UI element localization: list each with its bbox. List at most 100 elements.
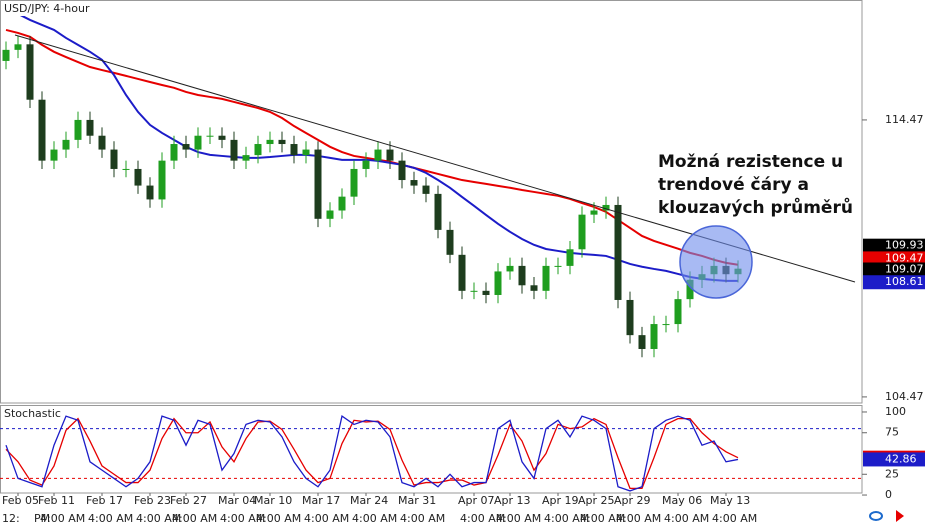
- candle-body: [470, 290, 478, 292]
- candle-body: [62, 139, 70, 150]
- price-marker-label: 109.07: [885, 262, 924, 275]
- x-tick-label: Mar 04: [218, 494, 256, 507]
- annotation-line: klouzavých průměrů: [658, 196, 853, 218]
- candle-body: [26, 44, 34, 100]
- candle-body: [590, 210, 598, 215]
- candle-body: [374, 149, 382, 161]
- y-tick-label: 104.47: [885, 390, 924, 403]
- x-tick-label: Apr 13: [494, 494, 531, 507]
- annotation-line: trendové čáry a: [658, 175, 809, 195]
- candle-body: [602, 204, 610, 211]
- candle-body: [482, 290, 490, 295]
- candle-body: [302, 149, 310, 156]
- candle-body: [674, 299, 682, 325]
- x-tick-label: Feb 17: [86, 494, 123, 507]
- candle-body: [650, 324, 658, 349]
- candle-body: [230, 139, 238, 161]
- candle-body: [218, 135, 226, 140]
- x-sublabel: 4:00 AM: [256, 512, 301, 525]
- candle-body: [506, 265, 514, 272]
- x-tick-label: Apr 29: [614, 494, 651, 507]
- x-sublabel: 4:00 AM: [136, 512, 181, 525]
- candle-body: [146, 185, 154, 200]
- x-sublabel: 4:00 AM: [616, 512, 661, 525]
- x-tick-label: Feb 27: [170, 494, 207, 507]
- x-sublabel: 4:00 AM: [352, 512, 397, 525]
- candle-body: [530, 285, 538, 291]
- x-tick-label: May 06: [662, 494, 702, 507]
- x-tick-label: Mar 31: [398, 494, 436, 507]
- candle-body: [542, 265, 550, 291]
- price-marker: [863, 238, 925, 253]
- candle-body: [566, 249, 574, 266]
- x-sublabel: 4:00 AM: [580, 512, 625, 525]
- candle-body: [266, 139, 274, 145]
- candle-body: [14, 44, 22, 50]
- candle-body: [122, 168, 130, 170]
- x-tick-label: Apr 19: [542, 494, 579, 507]
- stochastic-plot: [0, 415, 862, 492]
- candle-body: [434, 193, 442, 230]
- candle-body: [578, 214, 586, 250]
- x-tick-label: Apr 07: [458, 494, 495, 507]
- candle-body: [170, 144, 178, 161]
- candle-body: [134, 168, 142, 186]
- candle-body: [182, 144, 190, 150]
- price-panel: [0, 0, 863, 404]
- candle-body: [350, 168, 358, 197]
- x-sublabel: PM: [34, 512, 50, 525]
- price-marker-label: 109.47: [885, 251, 924, 264]
- candle-body: [458, 254, 466, 291]
- x-sublabel: 4:00 AM: [544, 512, 589, 525]
- candle-body: [494, 271, 502, 295]
- arrow-icon[interactable]: [896, 510, 904, 522]
- price-marker-label: 42.86: [885, 452, 917, 465]
- x-sublabel: 4:00 AM: [220, 512, 265, 525]
- x-sublabel: 4:00 AM: [304, 512, 349, 525]
- link-icon[interactable]: [869, 511, 883, 521]
- candle-body: [386, 149, 394, 161]
- candle-body: [518, 265, 526, 286]
- candle-body: [614, 204, 622, 300]
- price-marker: [863, 275, 925, 290]
- y-tick-label: 100: [885, 405, 906, 418]
- x-tick-label: Mar 10: [254, 494, 292, 507]
- price-plot: [2, 9, 742, 358]
- x-sublabel: 4:00 AM: [172, 512, 217, 525]
- y-tick-label: 0: [885, 488, 892, 501]
- stochastic-line: [5, 415, 739, 492]
- toolbar-icons: [869, 510, 904, 522]
- stochastic-panel: [0, 405, 863, 494]
- candle-body: [638, 335, 646, 349]
- y-tick-label: 25: [885, 467, 899, 480]
- price-marker-label: 109.93: [885, 239, 924, 252]
- x-sublabel: 12:: [2, 512, 20, 525]
- candle-body: [338, 196, 346, 211]
- stochastic-title: Stochastic: [4, 407, 61, 420]
- highlight-circle: [679, 225, 753, 299]
- x-sublabel: 4:00 AM: [460, 512, 505, 525]
- price-marker: [863, 452, 925, 467]
- annotation: Možná rezistence u trendové čáry aklouzav…: [658, 152, 853, 218]
- candle-body: [206, 135, 214, 137]
- candle-body: [326, 210, 334, 219]
- candle-body: [554, 265, 562, 267]
- candle-body: [290, 144, 298, 156]
- candle-body: [626, 299, 634, 336]
- candle-body: [398, 160, 406, 181]
- candle-body: [686, 279, 694, 300]
- candle-body: [278, 139, 286, 145]
- candle-body: [314, 149, 322, 219]
- candle-body: [50, 149, 58, 161]
- candle-body: [86, 119, 94, 136]
- title-bg: [1, 1, 93, 16]
- candle-body: [662, 324, 670, 326]
- candle-body: [446, 229, 454, 255]
- price-marker-label: 108.61: [885, 275, 924, 288]
- price-marker: [863, 251, 925, 266]
- y-tick-label: 114.47: [885, 113, 924, 126]
- x-sublabel: 4:00 AM: [712, 512, 757, 525]
- x-sublabel: 4:00 AM: [40, 512, 85, 525]
